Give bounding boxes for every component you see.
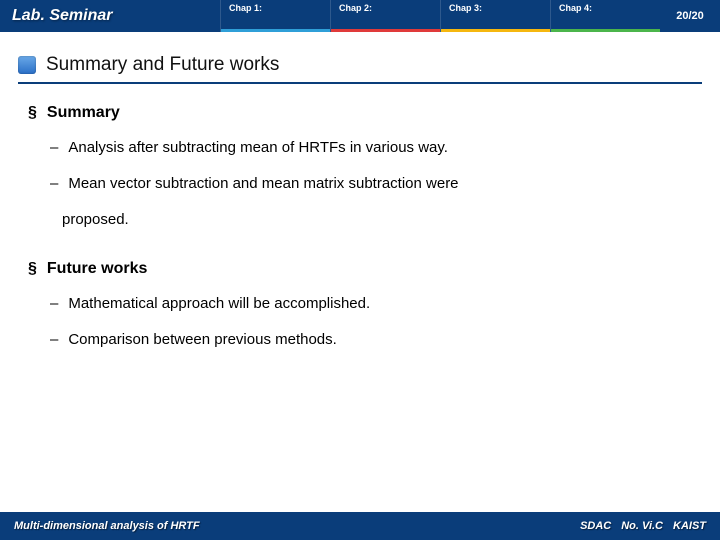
title-rule (18, 82, 702, 84)
tab-chap3[interactable]: Chap 3: (440, 0, 550, 32)
tab-accent (331, 29, 440, 32)
footer-left: Multi-dimensional analysis of HRTF (14, 520, 580, 532)
list-item: Analysis after subtracting mean of HRTFs… (50, 138, 692, 158)
page-number: 20/20 (660, 0, 720, 32)
section-heading: Future works (28, 258, 692, 280)
list-item-text: Mathematical approach will be accomplish… (68, 294, 370, 314)
tab-label: Chap 1: (229, 3, 262, 13)
tab-label: Chap 2: (339, 3, 372, 13)
tab-chap1[interactable]: Chap 1: (220, 0, 330, 32)
tab-accent (551, 29, 660, 32)
slide: Lab. Seminar Chap 1: Chap 2: Chap 3: Cha… (0, 0, 720, 540)
tab-label: Chap 3: (449, 3, 482, 13)
list-item-text: Comparison between previous methods. (68, 330, 336, 350)
section-summary: Summary Analysis after subtracting mean … (28, 102, 692, 230)
section-heading: Summary (28, 102, 692, 124)
header-bar: Lab. Seminar Chap 1: Chap 2: Chap 3: Cha… (0, 0, 720, 32)
slide-title-row: Summary and Future works (18, 54, 702, 76)
header-title: Lab. Seminar (0, 0, 220, 32)
footer-bar: Multi-dimensional analysis of HRTF SDAC … (0, 512, 720, 540)
list-item: Mathematical approach will be accomplish… (50, 294, 692, 314)
list-item-text: Mean vector subtraction and mean matrix … (68, 174, 458, 194)
list-item-text: Analysis after subtracting mean of HRTFs… (68, 138, 448, 158)
list-item: Mean vector subtraction and mean matrix … (50, 174, 692, 194)
tab-chap4[interactable]: Chap 4: (550, 0, 660, 32)
footer-right: SDAC No. Vi.C KAIST (580, 520, 706, 532)
section-future-works: Future works Mathematical approach will … (28, 258, 692, 350)
tab-label: Chap 4: (559, 3, 592, 13)
title-bullet-icon (18, 56, 36, 74)
tab-accent (441, 29, 550, 32)
tabs: Chap 1: Chap 2: Chap 3: Chap 4: (220, 0, 660, 32)
footer-org: No. Vi.C (621, 520, 663, 532)
footer-org: SDAC (580, 520, 611, 532)
list-item-continuation: proposed. (62, 210, 692, 230)
tab-accent (221, 29, 330, 32)
slide-title: Summary and Future works (46, 54, 279, 76)
body: Summary Analysis after subtracting mean … (0, 102, 720, 512)
list-item: Comparison between previous methods. (50, 330, 692, 350)
footer-org: KAIST (673, 520, 706, 532)
tab-chap2[interactable]: Chap 2: (330, 0, 440, 32)
